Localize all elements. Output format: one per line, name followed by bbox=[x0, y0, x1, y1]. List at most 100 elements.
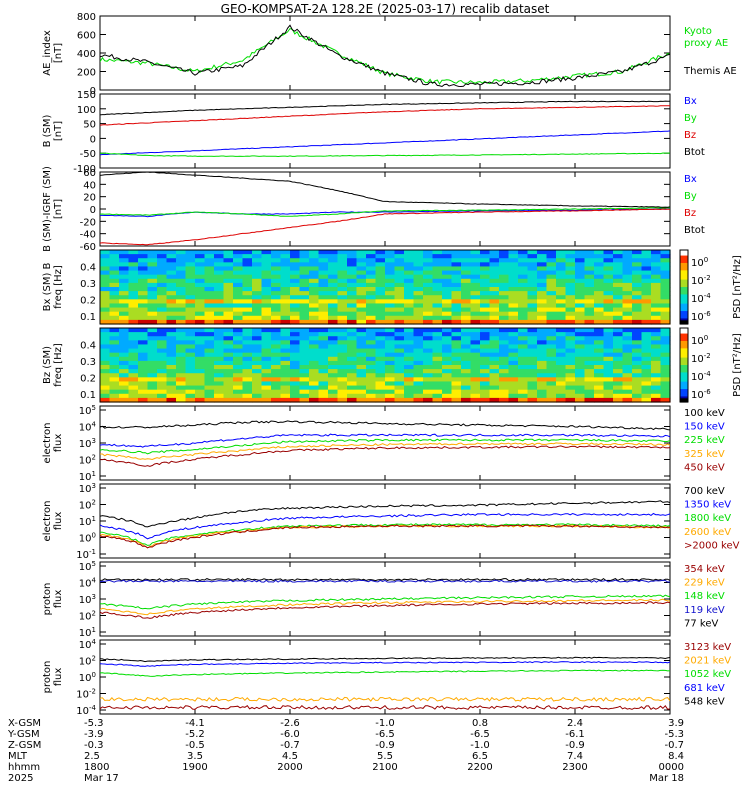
heatmap-cell bbox=[157, 291, 168, 296]
heatmap-cell bbox=[489, 266, 500, 272]
heatmap-cell bbox=[575, 299, 586, 305]
heatmap-cell bbox=[166, 389, 177, 395]
heatmap-cell bbox=[223, 270, 234, 276]
heatmap-cell bbox=[556, 332, 567, 337]
heatmap-cell bbox=[651, 250, 662, 255]
heatmap-cell bbox=[537, 278, 548, 284]
heatmap-cell bbox=[423, 377, 434, 383]
heatmap-cell bbox=[176, 377, 187, 383]
heatmap-cell bbox=[603, 258, 614, 263]
y-tick-label: 0.1 bbox=[80, 390, 96, 401]
heatmap-cell bbox=[575, 381, 586, 387]
heatmap-cell bbox=[280, 389, 291, 395]
heatmap-cell bbox=[119, 360, 130, 366]
heatmap-cell bbox=[299, 336, 310, 341]
heatmap-cell bbox=[309, 340, 320, 346]
heatmap-cell bbox=[499, 340, 510, 346]
heatmap-cell bbox=[271, 315, 282, 321]
heatmap-cell bbox=[318, 336, 329, 341]
heatmap-cell bbox=[233, 287, 244, 292]
heatmap-cell bbox=[375, 381, 386, 387]
heatmap-cell bbox=[499, 262, 510, 268]
heatmap-cell bbox=[185, 282, 196, 288]
heatmap-cell bbox=[518, 356, 529, 362]
heatmap-cell bbox=[442, 369, 453, 374]
heatmap-cell bbox=[166, 291, 177, 296]
heatmap-cell bbox=[290, 348, 301, 354]
heatmap-cell bbox=[394, 328, 405, 333]
heatmap-cell bbox=[508, 278, 519, 284]
heatmap-cell bbox=[470, 365, 481, 370]
colorbar-segment bbox=[680, 370, 688, 373]
heatmap-cell bbox=[166, 373, 177, 378]
heatmap-cell bbox=[328, 389, 339, 395]
heatmap-cell bbox=[195, 307, 206, 313]
heatmap-cell bbox=[394, 365, 405, 370]
heatmap-cell bbox=[309, 373, 320, 378]
heatmap-cell bbox=[451, 299, 462, 305]
heatmap-cell bbox=[404, 250, 415, 255]
heatmap-cell bbox=[347, 340, 358, 346]
heatmap-cell bbox=[556, 393, 567, 399]
heatmap-cell bbox=[508, 315, 519, 321]
legend-label: Themis AE bbox=[683, 66, 737, 77]
heatmap-cell bbox=[622, 291, 633, 296]
heatmap-cell bbox=[280, 348, 291, 354]
series-group bbox=[100, 172, 670, 246]
heatmap-cell bbox=[565, 303, 576, 309]
heatmap-cell bbox=[480, 332, 491, 337]
heatmap-cell bbox=[594, 373, 605, 378]
heatmap-cell bbox=[660, 336, 671, 341]
y-axis-label: electron bbox=[42, 423, 53, 464]
heatmap-cell bbox=[651, 332, 662, 337]
heatmap-cell bbox=[138, 270, 149, 276]
y-tick-label: 150 bbox=[77, 90, 96, 101]
heatmap-cell bbox=[185, 295, 196, 300]
heatmap-cell bbox=[185, 348, 196, 354]
y-tick-label: 0 bbox=[90, 86, 96, 97]
heatmap-cell bbox=[299, 291, 310, 296]
orbit-value: 2200 bbox=[467, 762, 492, 773]
heatmap-cell bbox=[613, 393, 624, 399]
heatmap-cell bbox=[347, 258, 358, 263]
heatmap-cell bbox=[299, 270, 310, 276]
heatmap-cell bbox=[518, 340, 529, 346]
heatmap-cell bbox=[470, 250, 481, 255]
heatmap-cell bbox=[147, 295, 158, 300]
heatmap-cell bbox=[613, 336, 624, 341]
heatmap-cell bbox=[622, 266, 633, 272]
heatmap-cell bbox=[318, 315, 329, 321]
heatmap-cell bbox=[385, 393, 396, 399]
heatmap-cell bbox=[461, 328, 472, 333]
heatmap-cell bbox=[641, 377, 652, 383]
heatmap-cell bbox=[489, 319, 500, 325]
heatmap-cell bbox=[556, 311, 567, 317]
heatmap-cell bbox=[214, 389, 225, 395]
heatmap-cell bbox=[546, 319, 557, 325]
heatmap-cell bbox=[366, 377, 377, 383]
heatmap-cell bbox=[584, 299, 595, 305]
heatmap-cell bbox=[375, 287, 386, 292]
heatmap-cell bbox=[603, 356, 614, 362]
heatmap-cell bbox=[176, 274, 187, 280]
heatmap-cell bbox=[413, 369, 424, 374]
heatmap-cell bbox=[347, 369, 358, 374]
heatmap-cell bbox=[508, 307, 519, 313]
heatmap-cell bbox=[423, 389, 434, 395]
heatmap-cell bbox=[641, 282, 652, 288]
heatmap-cell bbox=[385, 377, 396, 383]
heatmap-cell bbox=[157, 319, 168, 325]
heatmap-cell bbox=[261, 348, 272, 354]
heatmap-cell bbox=[527, 262, 538, 268]
colorbar-segment bbox=[680, 281, 688, 284]
heatmap-cell bbox=[157, 393, 168, 399]
heatmap-cell bbox=[461, 287, 472, 292]
heatmap-cell bbox=[252, 315, 263, 321]
heatmap-cell bbox=[261, 250, 272, 255]
heatmap-cell bbox=[394, 258, 405, 263]
heatmap-cell bbox=[594, 397, 605, 403]
heatmap-cell bbox=[594, 250, 605, 255]
heatmap-cell bbox=[157, 254, 168, 259]
heatmap-cell bbox=[594, 295, 605, 300]
heatmap-cell bbox=[404, 348, 415, 354]
